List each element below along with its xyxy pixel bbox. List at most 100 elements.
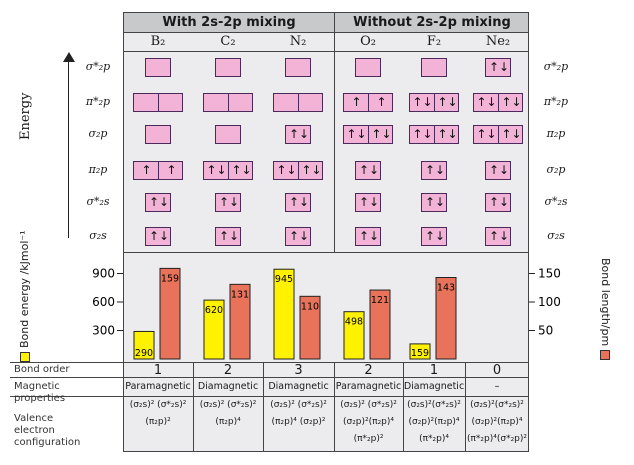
config-line: (π₂p)² xyxy=(145,417,171,427)
electron-pair: ↑↓ xyxy=(476,127,497,141)
orbital-box xyxy=(145,58,171,77)
electron-pair: ↑ xyxy=(141,163,152,177)
orbital-box xyxy=(421,58,447,77)
bond-length-label: Bond length/pm xyxy=(599,258,612,347)
magnetic-value: – xyxy=(494,381,500,392)
magnetic-value: Paramagnetic xyxy=(125,381,191,392)
separator xyxy=(123,252,529,253)
length-tick-label: 50 xyxy=(538,324,553,338)
electron-pair: ↑↓ xyxy=(371,127,392,141)
electron-pair: ↑↓ xyxy=(148,195,170,209)
electron-pair: ↑↓ xyxy=(148,229,170,243)
config-line: (π₂p)⁴ (σ₂p)² xyxy=(271,417,326,427)
electron-pair: ↑↓ xyxy=(488,163,510,177)
orbital-label-right: σ*₂s xyxy=(544,195,568,208)
electron-pair: ↑↓ xyxy=(424,195,446,209)
orbital-divider xyxy=(157,162,159,179)
energy-legend-swatch xyxy=(19,352,30,362)
orbital-label-right: π₂p xyxy=(546,127,566,140)
orbital-label-left: π₂p xyxy=(88,163,108,176)
orbital-box: ↑↓ xyxy=(485,227,511,246)
orbital-box: ↑↓ xyxy=(215,227,241,246)
electron-pair: ↑↓ xyxy=(501,95,522,109)
orbital-label-left: σ₂s xyxy=(89,229,107,242)
orbital-box: ↑↓ xyxy=(485,58,511,77)
group-divider xyxy=(334,12,335,252)
electron-pair: ↑ xyxy=(376,95,387,109)
bond-length-axis-title: Bond length/pm xyxy=(599,258,612,361)
orbital-box: ↑↓ xyxy=(355,161,381,180)
orbital-box: ↑↓ xyxy=(285,193,311,212)
electron-pair: ↑↓ xyxy=(358,229,380,243)
electron-pair: ↑↓ xyxy=(501,127,522,141)
config-line: (σ₂s)² (σ*₂s)² xyxy=(340,400,397,410)
electron-pair: ↑↓ xyxy=(358,195,380,209)
bond-order-value: 0 xyxy=(492,363,502,378)
electron-pair: ↑↓ xyxy=(288,229,310,243)
config-line: (σ₂s)² (σ*₂s)² xyxy=(199,400,257,410)
electron-pair: ↑↓ xyxy=(424,163,446,177)
orbital-divider xyxy=(433,126,435,143)
config-line: (π*₂p)⁴ xyxy=(419,434,449,444)
electron-pair: ↑↓ xyxy=(276,163,297,177)
energy-axis xyxy=(68,58,69,238)
orbital-divider xyxy=(367,94,369,111)
energy-tick-label: 300 xyxy=(92,324,115,338)
config-line: (σ₂s)²(σ*₂s)² xyxy=(470,400,524,410)
group-title-with-mixing: With 2s-2p mixing xyxy=(162,15,296,30)
length-tick-label: 100 xyxy=(538,295,561,309)
row-label-magnetic: Magnetic properties xyxy=(14,381,66,404)
orbital-box xyxy=(273,93,323,112)
config-line: (σ₂s)²(σ*₂s)² xyxy=(407,400,461,410)
orbital-box: ↑↓ xyxy=(421,161,447,180)
molecule-header: Ne₂ xyxy=(485,34,511,49)
bond-order-value: 2 xyxy=(364,363,373,378)
config-line: (π*₂p)² xyxy=(353,434,384,444)
electron-pair: ↑↓ xyxy=(437,95,458,109)
electron-pair: ↑↓ xyxy=(346,127,367,141)
orbital-divider xyxy=(157,94,159,111)
column-divider xyxy=(193,362,194,452)
orbital-box: ↑↓ xyxy=(485,161,511,180)
config-line: (σ₂p)²(π₂p)⁴ xyxy=(471,417,523,427)
config-line: (σ₂p)²(π₂p)⁴ xyxy=(342,417,395,427)
orbital-box: ↑↓ ↑↓ xyxy=(473,93,523,112)
bond-order-value: 1 xyxy=(429,363,439,378)
orbital-box xyxy=(355,58,381,77)
orbital-box xyxy=(145,125,171,144)
orbital-label-right: π*₂p xyxy=(543,95,569,108)
bond-energy-axis-title: Bond energy /kJmol⁻¹ xyxy=(18,230,31,362)
electron-pair: ↑↓ xyxy=(288,127,310,141)
electron-pair: ↑↓ xyxy=(412,95,433,109)
separator xyxy=(123,32,529,33)
diagram-border xyxy=(123,12,529,452)
bond-order-value: 1 xyxy=(153,363,163,378)
orbital-box xyxy=(215,125,241,144)
column-divider xyxy=(465,362,466,452)
orbital-box: ↑ ↑ xyxy=(133,161,183,180)
bond-order-value: 3 xyxy=(294,363,303,378)
column-divider xyxy=(263,362,264,452)
orbital-divider xyxy=(297,162,299,179)
group-title-without-mixing: Without 2s-2p mixing xyxy=(353,15,511,30)
orbital-divider xyxy=(433,94,435,111)
row-label-valence: Valence electron configuration xyxy=(14,413,81,448)
electron-pair: ↑↓ xyxy=(488,60,510,74)
orbital-label-left: π*₂p xyxy=(85,95,111,108)
length-legend-swatch xyxy=(600,350,611,361)
electron-pair: ↑ xyxy=(166,163,177,177)
orbital-box: ↑↓ ↑↓ xyxy=(473,125,523,144)
magnetic-value: Diamagnetic xyxy=(268,381,329,392)
energy-arrow-icon xyxy=(63,52,75,62)
electron-pair: ↑↓ xyxy=(412,127,433,141)
orbital-label-left: σ₂p xyxy=(88,127,108,140)
config-line: (σ₂p)²(π₂p)⁴ xyxy=(408,417,460,427)
electron-pair: ↑↓ xyxy=(488,229,510,243)
orbital-label-right: σ*₂p xyxy=(543,60,569,73)
electron-pair: ↑↓ xyxy=(437,127,458,141)
orbital-box xyxy=(215,58,241,77)
energy-tick-label: 900 xyxy=(92,267,115,281)
orbital-box xyxy=(133,93,183,112)
column-divider xyxy=(403,362,404,452)
